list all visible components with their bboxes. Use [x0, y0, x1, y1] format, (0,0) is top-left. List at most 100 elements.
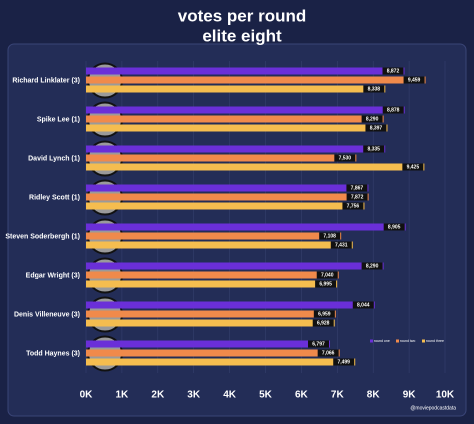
value-label-box	[346, 184, 368, 192]
bar	[86, 193, 369, 201]
value-label-box	[352, 301, 374, 309]
value-label: 7,530	[339, 156, 352, 162]
value-label-box	[308, 340, 330, 348]
bar	[86, 154, 357, 162]
value-label: 7,872	[351, 195, 364, 201]
category-label: Steven Soderbergh (1)	[5, 233, 80, 240]
bar	[86, 163, 425, 171]
value-label-box	[333, 358, 355, 366]
value-label: 8,044	[357, 303, 370, 309]
bar	[86, 280, 338, 288]
bar	[86, 358, 356, 366]
x-tick-label: 0K	[80, 390, 94, 401]
value-label-box	[319, 232, 341, 240]
x-tick-label: 9K	[403, 390, 417, 401]
chart-title: votes per round	[178, 6, 306, 25]
value-label-box	[363, 145, 385, 153]
value-label: 8,335	[367, 147, 380, 153]
legend-label: round one	[374, 339, 390, 343]
bar	[86, 262, 384, 270]
bar	[86, 241, 353, 249]
chart-subtitle: elite eight	[202, 26, 282, 45]
value-label-box	[317, 349, 339, 357]
value-label-box	[365, 124, 387, 132]
bar	[86, 319, 335, 327]
value-label-box	[312, 319, 334, 327]
x-tick-label: 1K	[116, 390, 130, 401]
value-label: 8,905	[388, 225, 401, 231]
value-label-box	[330, 241, 352, 249]
x-tick-label: 5K	[259, 390, 273, 401]
bar	[86, 340, 331, 348]
legend-swatch	[396, 339, 399, 343]
value-label-box	[342, 202, 364, 210]
value-label: 8,878	[387, 108, 400, 114]
bar	[86, 124, 388, 132]
bar	[86, 202, 365, 210]
bar	[86, 184, 369, 192]
value-label-box	[382, 106, 404, 114]
x-tick-label: 3K	[187, 390, 201, 401]
bar	[86, 349, 340, 357]
value-label: 8,338	[368, 87, 381, 93]
value-label: 7,867	[351, 186, 364, 192]
value-label-box	[346, 193, 368, 201]
value-label-box	[316, 271, 338, 279]
category-label: Todd Haynes (3)	[26, 350, 80, 357]
legend-swatch	[370, 339, 373, 343]
value-label: 7,040	[321, 273, 334, 279]
x-tick-label: 2K	[151, 390, 165, 401]
value-label: 7,108	[323, 234, 336, 240]
value-label: 6,959	[318, 312, 331, 318]
x-tick-label: 6K	[295, 390, 309, 401]
bar	[86, 301, 375, 309]
category-label: Richard Linklater (3)	[12, 77, 80, 84]
bar	[86, 115, 384, 123]
bar	[86, 106, 405, 114]
credit: @moviepodcastdata	[410, 405, 456, 411]
value-label-box	[315, 280, 337, 288]
category-label: Ridley Scott (1)	[29, 194, 80, 201]
category-label: Denis Villeneuve (3)	[14, 311, 80, 318]
value-label-box	[383, 223, 405, 231]
legend-label: round two	[400, 339, 415, 343]
bar	[86, 67, 405, 75]
value-label: 8,397	[370, 126, 383, 132]
value-label-box	[361, 115, 383, 123]
value-label: 7,756	[347, 204, 360, 210]
category-label: Edgar Wright (3)	[26, 272, 80, 279]
bar	[86, 223, 406, 231]
bar	[86, 271, 339, 279]
value-label-box	[361, 262, 383, 270]
value-label: 8,290	[366, 117, 379, 123]
legend-label: round three	[426, 339, 444, 343]
x-tick-label: 8K	[367, 390, 381, 401]
x-tick-label: 7K	[331, 390, 345, 401]
bar	[86, 145, 386, 153]
category-label: David Lynch (1)	[28, 155, 80, 162]
value-label-box	[313, 310, 335, 318]
bar	[86, 232, 342, 240]
value-label: 9,459	[408, 78, 421, 84]
value-label: 7,431	[335, 243, 348, 249]
bar	[86, 76, 426, 84]
value-label: 6,928	[317, 321, 330, 327]
value-label: 8,872	[387, 69, 400, 75]
value-label-box	[402, 163, 424, 171]
value-label: 7,499	[337, 360, 350, 366]
x-tick-label: 10K	[436, 390, 455, 401]
value-label: 8,290	[366, 264, 379, 270]
value-label-box	[382, 67, 404, 75]
bar	[86, 85, 386, 93]
x-tick-label: 4K	[223, 390, 237, 401]
legend-swatch	[422, 339, 425, 343]
value-label: 9,425	[407, 165, 420, 171]
value-label: 6,797	[312, 342, 325, 348]
value-label: 6,995	[319, 282, 332, 288]
value-label-box	[363, 85, 385, 93]
value-label: 7,066	[322, 351, 335, 357]
bar	[86, 310, 336, 318]
category-label: Spike Lee (1)	[37, 116, 80, 123]
value-label-box	[334, 154, 356, 162]
